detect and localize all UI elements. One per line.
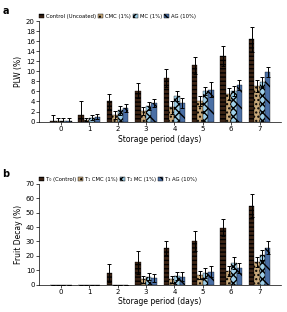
Bar	[118, 110, 123, 122]
Bar	[146, 277, 151, 285]
Bar	[141, 111, 146, 122]
Bar	[220, 56, 226, 122]
Bar	[50, 120, 55, 122]
Bar	[141, 280, 146, 285]
Bar	[174, 276, 180, 285]
Bar	[203, 91, 208, 122]
Bar	[169, 107, 174, 122]
Bar	[236, 85, 242, 122]
Bar	[249, 39, 254, 122]
Bar	[231, 91, 236, 122]
Bar	[164, 248, 169, 285]
Bar	[236, 268, 242, 285]
Bar	[89, 118, 94, 122]
Bar	[265, 248, 270, 285]
Bar	[61, 120, 66, 122]
Bar	[192, 65, 197, 122]
Bar	[249, 206, 254, 285]
Bar	[260, 255, 265, 285]
Y-axis label: Fruit Decay (%): Fruit Decay (%)	[14, 205, 23, 264]
Bar	[203, 273, 208, 285]
Bar	[208, 271, 214, 285]
Bar	[180, 277, 185, 285]
Bar	[151, 278, 157, 285]
Bar	[123, 108, 128, 122]
Legend: Control (Uncoated), CMC (1%), MC (1%), AG (10%): Control (Uncoated), CMC (1%), MC (1%), A…	[39, 14, 196, 19]
Bar	[226, 271, 231, 285]
X-axis label: Storage period (days): Storage period (days)	[119, 297, 202, 306]
Bar	[254, 86, 260, 122]
Bar	[208, 90, 214, 122]
Y-axis label: PLW (%): PLW (%)	[14, 56, 23, 87]
Bar	[55, 120, 61, 122]
Bar	[146, 106, 151, 122]
Bar	[107, 273, 112, 285]
Bar	[192, 241, 197, 285]
Bar	[112, 115, 118, 122]
Text: a: a	[3, 6, 9, 16]
Bar	[84, 119, 89, 122]
Bar	[180, 103, 185, 122]
Bar	[66, 120, 71, 122]
X-axis label: Storage period (days): Storage period (days)	[119, 134, 202, 144]
Bar	[78, 115, 84, 122]
Bar	[151, 103, 157, 122]
Bar	[164, 78, 169, 122]
Bar	[265, 72, 270, 122]
Bar	[174, 96, 180, 122]
Bar	[254, 262, 260, 285]
Bar	[231, 263, 236, 285]
Bar	[197, 101, 203, 122]
Bar	[135, 262, 141, 285]
Text: b: b	[3, 169, 10, 179]
Bar	[107, 101, 112, 122]
Bar	[135, 91, 141, 122]
Bar	[260, 82, 265, 122]
Bar	[226, 94, 231, 122]
Bar	[94, 116, 100, 122]
Bar	[197, 275, 203, 285]
Bar	[169, 280, 174, 285]
Legend: T₀ (Control), T₁ CMC (1%), T₂ MC (1%), T₃ AG (10%): T₀ (Control), T₁ CMC (1%), T₂ MC (1%), T…	[39, 177, 197, 182]
Bar	[220, 228, 226, 285]
